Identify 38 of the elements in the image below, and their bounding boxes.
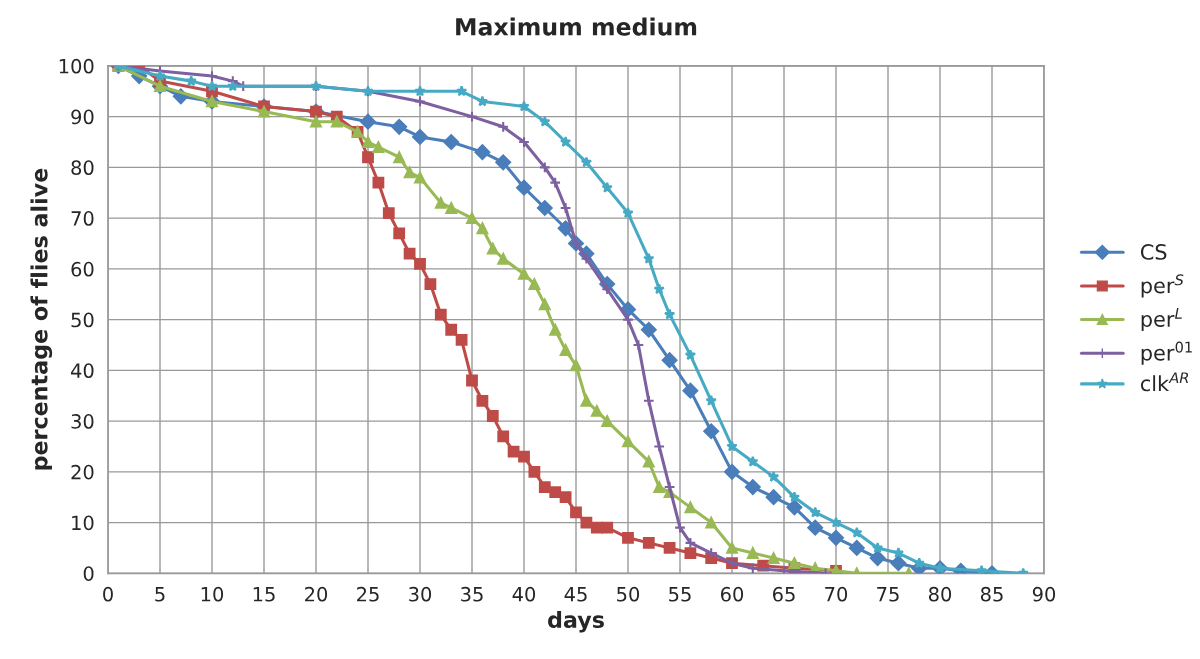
x-tick-label: 30 — [409, 586, 432, 602]
y-axis-title: percentage of flies alive — [30, 168, 53, 470]
x-tick-label: 70 — [825, 586, 848, 602]
y-tick-label: 60 — [71, 261, 94, 277]
x-tick-label: 15 — [253, 587, 275, 602]
y-tick-label: 40 — [71, 363, 94, 379]
legend-label: per$^{S}$ — [1141, 274, 1184, 298]
y-tick-label: 20 — [71, 464, 94, 480]
x-tick-label: 80 — [928, 586, 952, 602]
x-axis-title: days — [548, 610, 604, 633]
x-tick-label: 60 — [720, 586, 744, 602]
y-tick-label: 90 — [71, 109, 94, 125]
x-tick-label: 45 — [564, 587, 587, 602]
x-tick-label: 90 — [1032, 586, 1056, 602]
x-tick-label: 55 — [669, 587, 691, 602]
y-tick-label: 30 — [71, 414, 94, 429]
y-tick-label: 10 — [72, 515, 94, 531]
y-tick-label: 0 — [83, 566, 94, 581]
x-tick-label: 50 — [617, 586, 640, 602]
legend-label: per$^{L}$ — [1141, 308, 1182, 331]
y-tick-label: 100 — [59, 58, 94, 74]
x-tick-label: 75 — [877, 587, 899, 602]
x-tick-label: 20 — [305, 586, 328, 602]
legend-label: CS — [1140, 244, 1167, 260]
legend-label: per$^{01}$ — [1141, 341, 1192, 365]
x-tick-label: 65 — [772, 586, 795, 602]
chart-title: Maximum medium — [456, 17, 697, 36]
x-tick-label: 5 — [155, 587, 165, 602]
x-tick-label: 85 — [980, 586, 1003, 602]
x-tick-label: 10 — [201, 586, 224, 602]
x-tick-label: 25 — [357, 586, 379, 602]
y-tick-label: 70 — [71, 211, 94, 226]
y-tick-label: 80 — [71, 160, 94, 176]
legend-label: clk$^{AR}$ — [1140, 372, 1189, 392]
y-tick-label: 50 — [71, 312, 94, 328]
x-tick-label: 0 — [103, 586, 113, 602]
x-tick-label: 35 — [461, 586, 483, 602]
x-tick-label: 40 — [512, 586, 536, 602]
